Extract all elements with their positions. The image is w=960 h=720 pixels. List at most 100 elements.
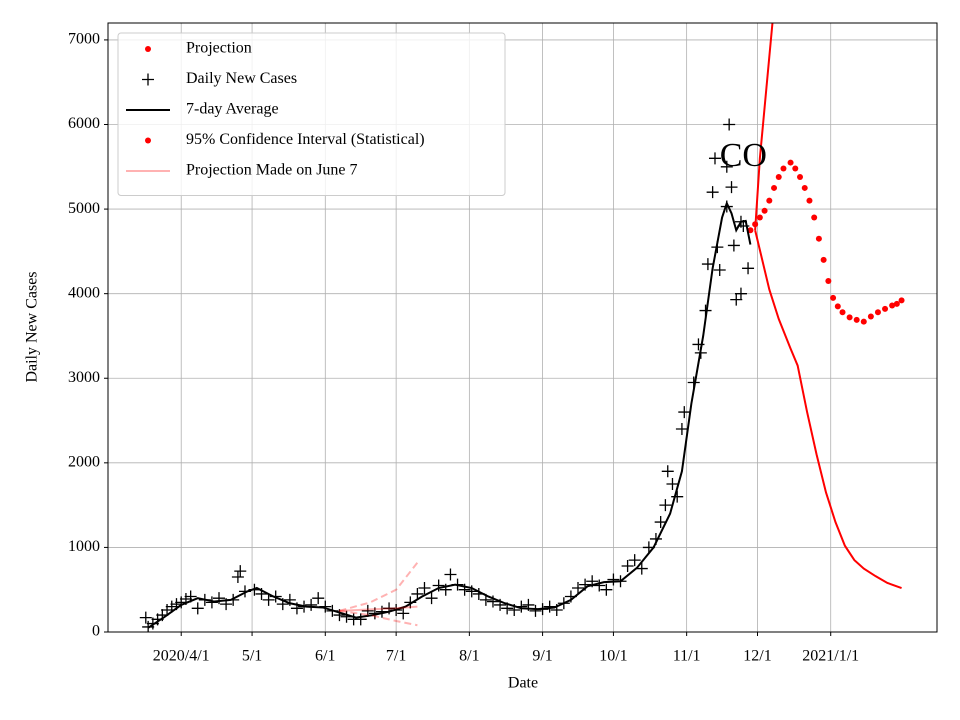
projection-dot	[834, 303, 841, 310]
case-marker	[305, 598, 318, 611]
case-marker	[444, 568, 457, 581]
projection-dot	[830, 294, 837, 301]
y-tick-label: 0	[92, 623, 100, 640]
plot-area	[139, 23, 905, 632]
projection-dot	[815, 235, 822, 242]
projection-dot	[860, 318, 867, 325]
x-tick-label: 10/1	[599, 648, 627, 665]
case-marker	[628, 554, 641, 567]
projection-dot	[846, 314, 853, 321]
y-tick-label: 4000	[68, 284, 100, 301]
case-marker	[661, 465, 674, 478]
x-tick-label: 12/1	[743, 648, 771, 665]
x-tick-label: 2020/4/1	[153, 648, 210, 665]
projection-dot	[893, 300, 900, 307]
y-tick-label: 5000	[68, 200, 100, 217]
legend-box	[117, 32, 506, 196]
projection-dot	[867, 313, 874, 320]
case-marker	[205, 596, 218, 609]
y-tick-label: 6000	[68, 115, 100, 132]
case-marker	[701, 258, 714, 271]
projection-dot	[874, 309, 881, 316]
case-marker	[213, 592, 226, 605]
x-tick-label: 2021/1/1	[802, 648, 859, 665]
legend-label: Projection Made on June 7	[186, 162, 358, 179]
case-marker	[723, 118, 736, 131]
x-tick-label: 11/1	[673, 648, 701, 665]
legend-label: 95% Confidence Interval (Statistical)	[186, 131, 425, 148]
projection-dot	[806, 197, 813, 204]
case-marker	[139, 611, 152, 624]
projection-dot	[898, 297, 905, 304]
case-marker	[354, 613, 367, 626]
series-line	[339, 562, 419, 612]
projection-dot	[775, 173, 782, 180]
case-marker	[191, 602, 204, 615]
case-marker	[727, 239, 740, 252]
case-marker	[397, 607, 410, 620]
case-marker	[432, 579, 445, 592]
case-marker	[333, 609, 346, 622]
case-marker	[713, 263, 726, 276]
projection-dot	[889, 302, 896, 309]
case-marker	[730, 293, 743, 306]
series-line	[754, 23, 774, 231]
projection-dot	[780, 165, 787, 172]
x-tick-label: 7/1	[386, 648, 406, 665]
projection-dot	[766, 197, 773, 204]
case-marker	[742, 262, 755, 275]
legend-swatch	[145, 46, 151, 52]
case-marker	[262, 593, 275, 606]
case-marker	[607, 573, 620, 586]
projection-dot	[771, 184, 778, 191]
case-marker	[312, 592, 325, 605]
case-marker	[411, 587, 424, 600]
projection-dot	[820, 256, 827, 263]
case-marker	[659, 499, 672, 512]
y-tick-label: 2000	[68, 454, 100, 471]
case-marker	[572, 582, 585, 595]
projection-dot	[882, 305, 889, 312]
case-marker	[529, 604, 542, 617]
case-marker	[654, 516, 667, 529]
legend-label: 7-day Average	[186, 101, 279, 118]
case-marker	[666, 477, 679, 490]
series-line	[754, 229, 902, 589]
case-marker	[720, 160, 733, 173]
y-tick-label: 1000	[68, 538, 100, 555]
projection-dot	[761, 207, 768, 214]
annotation: CO	[720, 137, 767, 174]
case-marker	[725, 181, 738, 194]
legend-label: Projection	[186, 40, 252, 57]
projection-dot	[853, 316, 860, 323]
legend-swatch	[145, 137, 151, 144]
case-marker	[425, 592, 438, 605]
axes-frame	[107, 22, 938, 633]
case-marker	[734, 287, 747, 300]
projection-dot	[801, 184, 808, 191]
projection-dot	[825, 277, 832, 284]
x-tick-label: 5/1	[242, 648, 262, 665]
legend-swatch	[142, 73, 154, 86]
case-marker	[708, 152, 721, 165]
projection-dot	[787, 159, 794, 166]
series-line	[339, 609, 418, 627]
y-tick-label: 7000	[68, 31, 100, 48]
series-line	[147, 200, 752, 629]
series-line	[339, 605, 418, 612]
case-marker	[593, 579, 606, 592]
x-tick-label: 6/1	[315, 648, 335, 665]
case-marker	[635, 562, 648, 575]
projection-dot	[792, 165, 799, 172]
case-marker	[418, 582, 431, 595]
case-marker	[621, 560, 634, 573]
projection-dot	[797, 173, 804, 180]
case-marker	[671, 490, 684, 503]
projection-dot	[747, 227, 754, 234]
x-tick-label: 9/1	[532, 648, 552, 665]
projection-dot	[839, 309, 846, 316]
legend-label: Daily New Cases	[186, 70, 297, 87]
y-axis-label: Daily New Cases	[24, 271, 41, 382]
